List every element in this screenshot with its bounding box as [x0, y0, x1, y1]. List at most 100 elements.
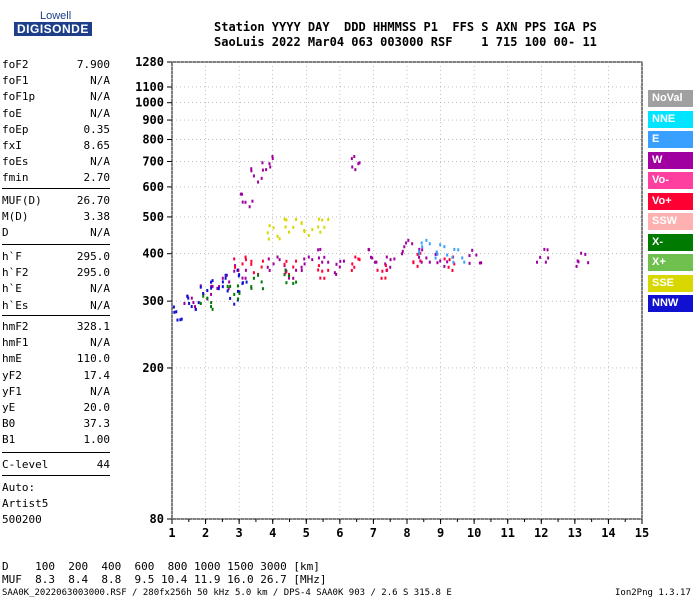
data-point [199, 285, 202, 289]
data-point [421, 245, 424, 249]
data-point [434, 256, 437, 260]
data-point [420, 260, 423, 264]
param-value: 1.00 [83, 433, 111, 447]
data-point [217, 286, 220, 290]
data-point [236, 297, 239, 301]
data-point [448, 258, 451, 262]
data-point [358, 258, 361, 262]
data-point [180, 317, 183, 321]
data-point [451, 255, 454, 259]
data-point [244, 258, 247, 262]
data-point [584, 252, 587, 256]
data-point [244, 276, 247, 280]
data-point [210, 284, 213, 288]
data-point [226, 284, 229, 288]
data-point [221, 276, 224, 280]
data-point [371, 256, 374, 260]
data-point [238, 290, 241, 294]
param-hf2: h`F2 295.0 [2, 266, 110, 282]
x-tick-label: 6 [336, 526, 343, 540]
data-point [468, 261, 471, 265]
data-point [358, 161, 361, 165]
param-label: foF1 [2, 74, 29, 88]
data-point [236, 284, 239, 288]
data-point [284, 268, 287, 272]
data-point [435, 250, 438, 254]
data-point [376, 268, 379, 272]
data-point [176, 318, 179, 322]
data-point [319, 276, 322, 280]
legend-item-w: W [648, 151, 693, 169]
data-point [241, 276, 244, 280]
data-point [238, 273, 241, 277]
data-point [188, 301, 191, 305]
data-point [386, 268, 389, 272]
data-point [546, 248, 549, 252]
y-tick-label: 600 [142, 180, 164, 194]
data-point [250, 259, 253, 263]
data-point [218, 285, 221, 289]
data-point [354, 255, 357, 259]
data-point [224, 273, 227, 277]
data-point [240, 192, 243, 196]
data-point [300, 268, 303, 272]
data-point [407, 238, 410, 242]
data-point [457, 248, 460, 252]
data-point [300, 221, 303, 225]
data-point [210, 280, 213, 284]
param-label: foE [2, 106, 22, 120]
param-value: 7.900 [76, 58, 110, 71]
data-point [221, 280, 224, 284]
data-point [323, 225, 326, 229]
y-tick-label: 200 [142, 361, 164, 375]
param-value: N/A [90, 74, 110, 88]
data-point [539, 255, 542, 259]
data-point [227, 287, 230, 291]
data-point [319, 230, 322, 234]
data-point [451, 268, 454, 272]
data-point [244, 255, 247, 259]
data-point [268, 268, 271, 272]
data-point [265, 168, 268, 172]
data-point [251, 199, 254, 203]
data-point [183, 301, 186, 305]
data-point [272, 262, 275, 266]
data-point [405, 241, 408, 245]
data-point [338, 265, 341, 269]
data-point [443, 257, 446, 261]
auto-info-line: 500200 [2, 513, 42, 526]
data-point [303, 257, 306, 261]
data-point [425, 256, 428, 260]
y-tick-label: 1280 [135, 55, 164, 69]
data-point [260, 280, 263, 284]
data-point [285, 218, 288, 222]
data-point [257, 180, 260, 184]
separator [2, 452, 110, 453]
param-hf: h`F 295.0 [2, 250, 110, 266]
data-point [295, 280, 298, 284]
data-point [439, 259, 442, 263]
data-point [295, 268, 298, 272]
data-point [186, 294, 189, 298]
data-point [288, 230, 291, 234]
data-point [278, 258, 281, 262]
param-label: MUF(D) [2, 194, 42, 207]
data-point [285, 281, 288, 285]
param-value: 0.35 [83, 122, 111, 136]
data-point [327, 260, 330, 264]
data-point [353, 265, 356, 269]
data-point [577, 260, 580, 264]
y-tick-label: 300 [142, 294, 164, 308]
data-point [428, 260, 431, 264]
data-point [202, 294, 205, 298]
data-point [190, 296, 193, 300]
param-label: h`Es [2, 298, 29, 312]
param-label: h`E [2, 282, 22, 296]
data-point [463, 260, 466, 264]
separator [2, 244, 110, 245]
data-point [303, 262, 306, 266]
header-columns: Station YYYY DAY DDD HHMMSS P1 FFS S AXN… [214, 20, 597, 34]
x-tick-label: 10 [467, 526, 481, 540]
data-point [335, 262, 338, 266]
data-point [241, 262, 244, 266]
